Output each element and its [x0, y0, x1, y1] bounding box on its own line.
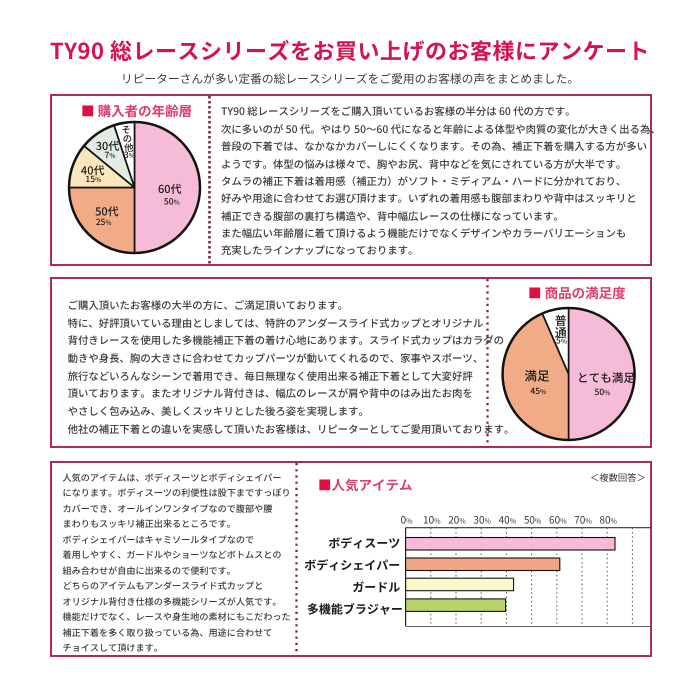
svg-text:50%: 50%: [594, 386, 610, 398]
svg-text:25%: 25%: [96, 216, 112, 228]
svg-text:普: 普: [555, 312, 567, 329]
svg-text:30%: 30%: [473, 512, 491, 527]
svg-text:多機能ブラジャー: 多機能ブラジャー: [307, 600, 403, 617]
svg-text:30代: 30代: [96, 138, 120, 154]
svg-text:5%: 5%: [556, 335, 567, 347]
svg-text:50%: 50%: [164, 195, 180, 207]
svg-text:通: 通: [555, 324, 567, 341]
svg-text:0%: 0%: [401, 512, 414, 527]
svg-text:60%: 60%: [549, 512, 567, 527]
svg-text:20%: 20%: [448, 512, 466, 527]
svg-text:40代: 40代: [81, 163, 105, 179]
svg-text:80%: 80%: [599, 512, 617, 527]
svg-text:50代: 50代: [95, 204, 119, 220]
svg-text:70%: 70%: [574, 512, 592, 527]
svg-text:ガードル: ガードル: [352, 579, 400, 596]
svg-text:3%: 3%: [124, 149, 135, 161]
svg-text:15%: 15%: [85, 173, 101, 185]
svg-text:7%: 7%: [105, 149, 116, 161]
svg-text:10%: 10%: [423, 512, 441, 527]
svg-text:とても満足: とても満足: [577, 370, 635, 386]
svg-text:ボディスーツ: ボディスーツ: [328, 535, 400, 552]
svg-text:60代: 60代: [158, 181, 182, 197]
svg-text:他: 他: [124, 140, 133, 154]
svg-text:ボディシェイパー: ボディシェイパー: [304, 557, 400, 574]
svg-text:そ: そ: [122, 122, 131, 136]
svg-text:50%: 50%: [524, 512, 542, 527]
svg-text:45%: 45%: [530, 385, 546, 397]
svg-text:の: の: [123, 131, 132, 145]
svg-text:40%: 40%: [499, 512, 517, 527]
svg-text:満足: 満足: [524, 366, 550, 385]
